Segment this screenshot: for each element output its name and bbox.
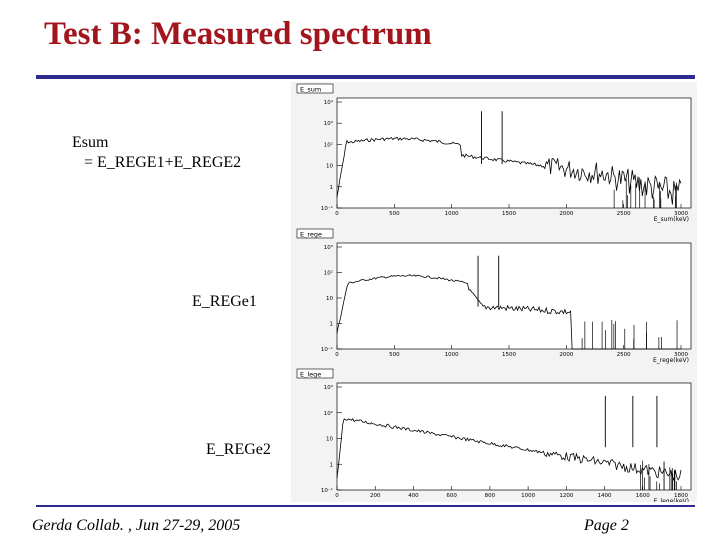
slide-title: Test B: Measured spectrum xyxy=(44,16,432,52)
spectrum-trace xyxy=(336,136,682,205)
y-tick-label: 10² xyxy=(324,141,333,148)
esum-label: Esum xyxy=(72,134,109,151)
rege1-label: E_REGe1 xyxy=(192,293,257,310)
y-tick-label: 10⁻¹ xyxy=(321,205,333,212)
y-tick-label: 1 xyxy=(330,462,334,468)
x-tick-label: 1200 xyxy=(559,493,573,499)
y-tick-label: 10³ xyxy=(324,384,333,391)
x-tick-label: 1000 xyxy=(521,493,535,499)
x-tick-label: 200 xyxy=(370,493,381,499)
x-axis-label: E_lege(keV) xyxy=(654,498,689,502)
x-tick-label: 3000 xyxy=(674,211,688,217)
y-tick-label: 10⁻¹ xyxy=(321,487,333,494)
panel-tab xyxy=(296,368,334,379)
x-tick-label: 500 xyxy=(389,352,400,358)
spectrum-trace xyxy=(336,274,681,350)
y-tick-label: 10 xyxy=(326,296,333,302)
x-tick-label: 2000 xyxy=(559,352,573,358)
footer-conference: Gerda Collab. , Jun 27-29, 2005 xyxy=(32,517,241,534)
esum-formula-label: = E_REGE1+E_REGE2 xyxy=(84,154,242,171)
title-underline xyxy=(36,75,695,79)
x-tick-label: 1500 xyxy=(502,352,516,358)
y-tick-label: 10 xyxy=(326,437,333,443)
y-tick-label: 1 xyxy=(330,322,334,328)
rege2-label: E_REGe2 xyxy=(206,441,271,458)
plot-frame xyxy=(336,382,692,491)
x-tick-label: 1800 xyxy=(674,493,688,499)
x-axis-label: E_rege(keV) xyxy=(653,357,689,364)
y-tick-label: 10³ xyxy=(324,244,333,251)
x-tick-label: 1500 xyxy=(502,211,516,217)
y-tick-label: 1 xyxy=(330,185,334,191)
y-tick-label: 10² xyxy=(324,270,333,277)
x-tick-label: 400 xyxy=(408,493,419,499)
x-tick-label: 3000 xyxy=(674,352,688,358)
plot-frame xyxy=(336,97,692,209)
y-tick-label: 10³ xyxy=(324,120,333,127)
y-tick-label: 10 xyxy=(326,164,333,170)
x-tick-label: 1000 xyxy=(445,352,459,358)
panel-tab-label: E_rege xyxy=(300,231,322,239)
panel-tab-label: E_lege xyxy=(300,371,321,379)
panel-tab-label: E_sum xyxy=(300,86,321,94)
footer-page-number: Page 2 xyxy=(584,517,629,534)
x-tick-label: 0 xyxy=(335,211,339,217)
y-tick-label: 10² xyxy=(324,410,333,417)
x-tick-label: 0 xyxy=(335,493,339,499)
x-tick-label: 1000 xyxy=(445,211,459,217)
x-tick-label: 1600 xyxy=(636,493,650,499)
plot-frame xyxy=(336,242,692,350)
x-tick-label: 2000 xyxy=(559,211,573,217)
x-tick-label: 500 xyxy=(389,211,400,217)
x-tick-label: 600 xyxy=(446,493,457,499)
x-tick-label: 2500 xyxy=(617,352,631,358)
panel-tab xyxy=(296,83,334,94)
x-tick-label: 1400 xyxy=(598,493,612,499)
x-tick-label: 800 xyxy=(485,493,496,499)
x-tick-label: 2500 xyxy=(617,211,631,217)
y-tick-label: 10⁴ xyxy=(324,99,334,106)
x-tick-label: 0 xyxy=(335,352,339,358)
footer-rule xyxy=(36,505,695,507)
x-axis-label: E_sum(keV) xyxy=(654,216,689,223)
spectrum-trace xyxy=(336,418,682,481)
panel-tab xyxy=(296,228,334,239)
y-tick-label: 10⁻¹ xyxy=(321,346,333,353)
